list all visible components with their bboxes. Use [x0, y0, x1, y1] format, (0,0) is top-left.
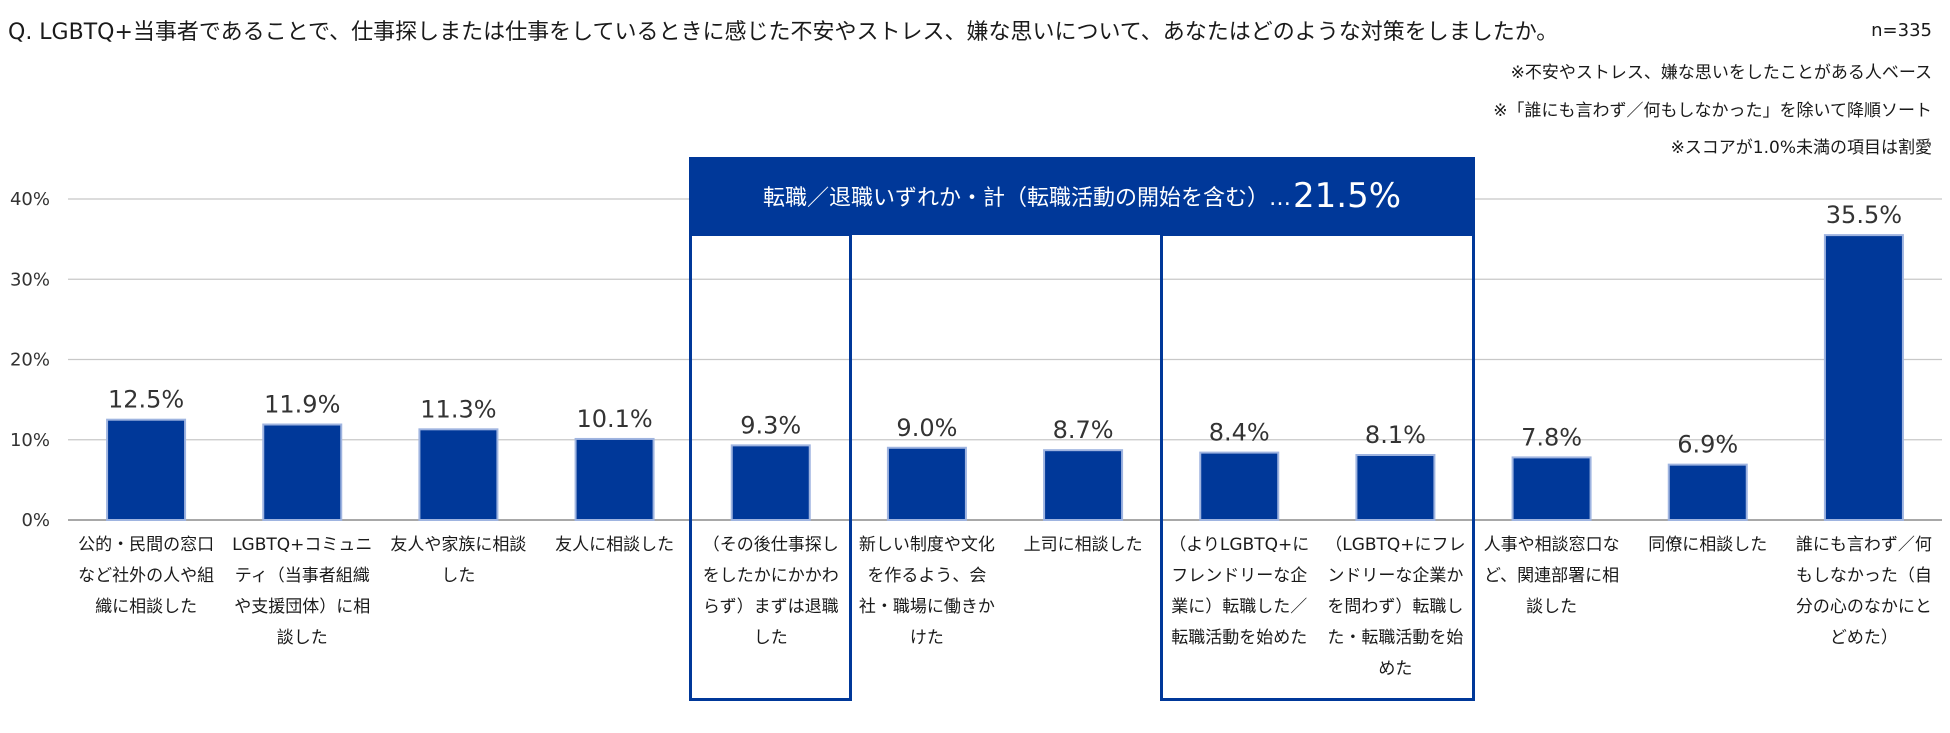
data-label: 7.8% [1521, 423, 1582, 451]
note-omit: ※スコアが1.0%未満の項目は割愛 [1670, 138, 1932, 158]
sample-size-label: n=335 [1871, 20, 1932, 41]
x-tick-label: （LGBTQ+にフレンドリーな企業かを問わず）転職した・転職活動を始めた [1325, 535, 1466, 679]
x-tick-label: （その後仕事探しをしたかにかかわらず）まずは退職した [702, 535, 839, 648]
data-label: 11.3% [420, 395, 496, 423]
bar [1667, 463, 1748, 522]
x-tick-label: （よりLGBTQ+にフレンドリーな企業に）転職した／転職活動を始めた [1169, 535, 1310, 648]
bar [1043, 449, 1124, 521]
retire-group-box [689, 233, 852, 701]
y-tick-label: 40% [10, 189, 50, 210]
data-label: 12.5% [108, 386, 184, 414]
x-tick-label: 友人に相談した [555, 535, 675, 555]
x-tick-label: 上司に相談した [1023, 535, 1143, 555]
bar [1355, 453, 1436, 521]
y-tick-label: 30% [10, 269, 50, 290]
bar [574, 437, 655, 522]
question-text: Q. LGBTQ+当事者であることで、仕事探しまたは仕事をしているときに感じた不… [8, 20, 1559, 45]
bar [1199, 451, 1280, 521]
x-tick-label: 公的・民間の窓口など社外の人や組織に相談した [78, 535, 215, 617]
x-tick-label: 新しい制度や文化を作るよう、会社・職場に働きかけた [858, 535, 995, 648]
data-label: 11.9% [264, 391, 340, 419]
callout-value: 21.5% [1293, 176, 1402, 216]
x-tick-label: 同僚に相談した [1648, 535, 1768, 555]
data-label: 9.0% [896, 414, 957, 442]
bar [106, 418, 187, 521]
data-label: 10.1% [576, 405, 652, 433]
bar [418, 428, 499, 522]
bar [262, 423, 343, 521]
callout-text: 転職／退職いずれか・計（転職活動の開始を含む）… [762, 186, 1291, 211]
y-tick-label: 20% [10, 350, 50, 371]
note-sort: ※「誰にも言わず／何もしなかった」を除いて降順ソート [1493, 101, 1932, 121]
x-tick-label: 友人や家族に相談した [390, 535, 527, 586]
data-label: 6.9% [1677, 431, 1738, 459]
x-tick-label: LGBTQ+コミュニティ（当事者組織や支援団体）に相談した [232, 535, 373, 648]
bar [1823, 234, 1904, 522]
y-tick-label: 0% [21, 510, 50, 531]
note-base: ※不安やストレス、嫌な思いをしたことがある人ベース [1510, 63, 1932, 83]
y-tick-label: 10% [10, 430, 50, 451]
job-change-group-box [1160, 233, 1475, 701]
data-label: 35.5% [1826, 201, 1902, 229]
data-label: 8.4% [1209, 419, 1270, 447]
bar [730, 444, 811, 521]
data-label: 8.7% [1053, 416, 1114, 444]
bar [886, 446, 967, 521]
x-tick-label: 人事や相談窓口など、関連部署に相談した [1483, 535, 1620, 617]
x-tick-label: 誰にも言わず／何もしなかった（自分の心のなかにとどめた） [1795, 535, 1932, 648]
data-label: 8.1% [1365, 421, 1426, 449]
job-change-total-callout: 転職／退職いずれか・計（転職活動の開始を含む）… 21.5% [689, 157, 1475, 235]
bar [1511, 456, 1592, 521]
data-label: 9.3% [740, 411, 801, 439]
